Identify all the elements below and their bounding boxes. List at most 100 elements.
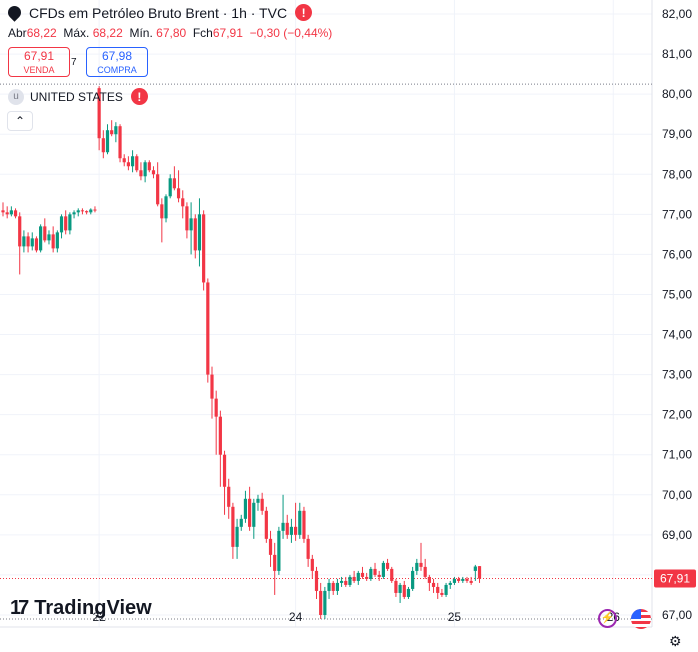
candle-body [310,558,314,571]
candle [440,588,444,597]
gear-icon[interactable]: ⚙ [669,633,682,649]
candle [323,586,327,619]
candle-body [344,580,348,585]
candle-body [339,580,344,583]
candle [373,562,377,577]
candle-body [101,138,105,153]
buy-label: COMPRA [97,65,137,75]
candle [185,202,189,239]
tradingview-logo[interactable]: 17 TradingView [10,597,152,620]
candle [151,166,156,179]
candle-body [135,156,139,171]
candle [294,502,298,541]
candle [39,224,43,253]
lightning-icon[interactable]: ⚡ [598,609,617,628]
candle-body [352,576,356,581]
candle [298,502,302,539]
candle [289,518,294,543]
candle [172,166,176,191]
collapse-legend-button[interactable]: ⌃ [7,111,33,131]
candle [5,206,9,219]
candle-body [248,498,252,527]
candle-body [93,209,97,211]
candle-body [436,586,440,593]
country-warning-icon[interactable]: ! [130,88,148,105]
ohlc-legend: Abr68,22 Máx. 68,22 Mín. 67,80 Fch67,91 … [8,26,332,40]
x-tick-label: 22 [92,610,106,624]
candle [402,580,406,599]
candle-body [469,580,473,583]
candle-body [68,214,72,231]
candle-body [235,526,239,547]
candle-body [356,572,360,581]
candle [411,566,415,591]
candle [222,450,227,515]
candle [319,582,323,619]
candle-body [423,566,427,577]
candle-body [105,130,110,153]
candle-body [156,174,160,205]
y-tick-label: 67,00 [662,608,692,622]
candle-body [197,214,202,251]
candle [202,210,206,291]
candle [93,206,97,213]
candle [130,150,135,173]
chevron-up-icon: ⌃ [14,114,26,128]
candle-body [26,236,30,247]
candle [47,230,51,245]
candle-body [76,210,80,213]
sell-price: 67,91 [23,49,55,63]
candle [189,202,193,255]
candle-body [39,226,43,251]
candle [281,494,285,539]
candle [381,560,385,579]
us-flag-icon[interactable] [631,609,651,629]
candle [302,506,306,543]
candle-body [214,398,218,417]
candle-body [465,578,469,581]
candle [231,502,235,559]
candle [80,208,85,215]
sell-button[interactable]: 67,91 VENDA [8,47,70,77]
candle-body [419,562,423,567]
candle [335,578,339,595]
candle-body [294,526,298,535]
candle [101,130,105,159]
candle-body [126,162,130,167]
candle [143,160,147,183]
candle [344,576,348,587]
candle [436,582,440,599]
y-tick-label: 77,00 [662,207,692,221]
sell-label: VENDA [23,65,55,75]
candle [306,534,310,567]
candle-body [457,578,461,581]
candle-body [210,374,214,399]
candle [43,218,47,243]
candle-body [239,518,243,527]
last-price-tag [654,569,696,588]
candle [339,576,344,587]
candle-body [122,158,126,163]
candle [431,578,436,593]
candle [176,170,181,203]
candle-body [206,282,210,375]
symbol-title[interactable]: CFDs em Petróleo Bruto Brent · 1h · TVC [29,4,288,21]
price-axis: 82,00 81,00 80,00 79,00 78,00 77,00 76,00 75,00… [654,7,696,622]
country-row[interactable]: u UNITED STATES ! [8,88,148,105]
candle [331,580,335,595]
y-tick-label: 79,00 [662,127,692,141]
buy-button[interactable]: 67,98 COMPRA [86,47,148,77]
candle [9,206,13,217]
candle-body [139,170,143,177]
warning-icon[interactable]: ! [295,4,313,21]
candle-body [243,498,248,519]
candle-body [143,162,147,177]
candle [181,190,185,219]
candle-body [118,126,122,159]
candle [118,124,122,163]
candle-body [252,502,256,527]
candle-body [427,576,431,583]
candle-body [193,218,197,251]
candle-body [189,218,193,231]
